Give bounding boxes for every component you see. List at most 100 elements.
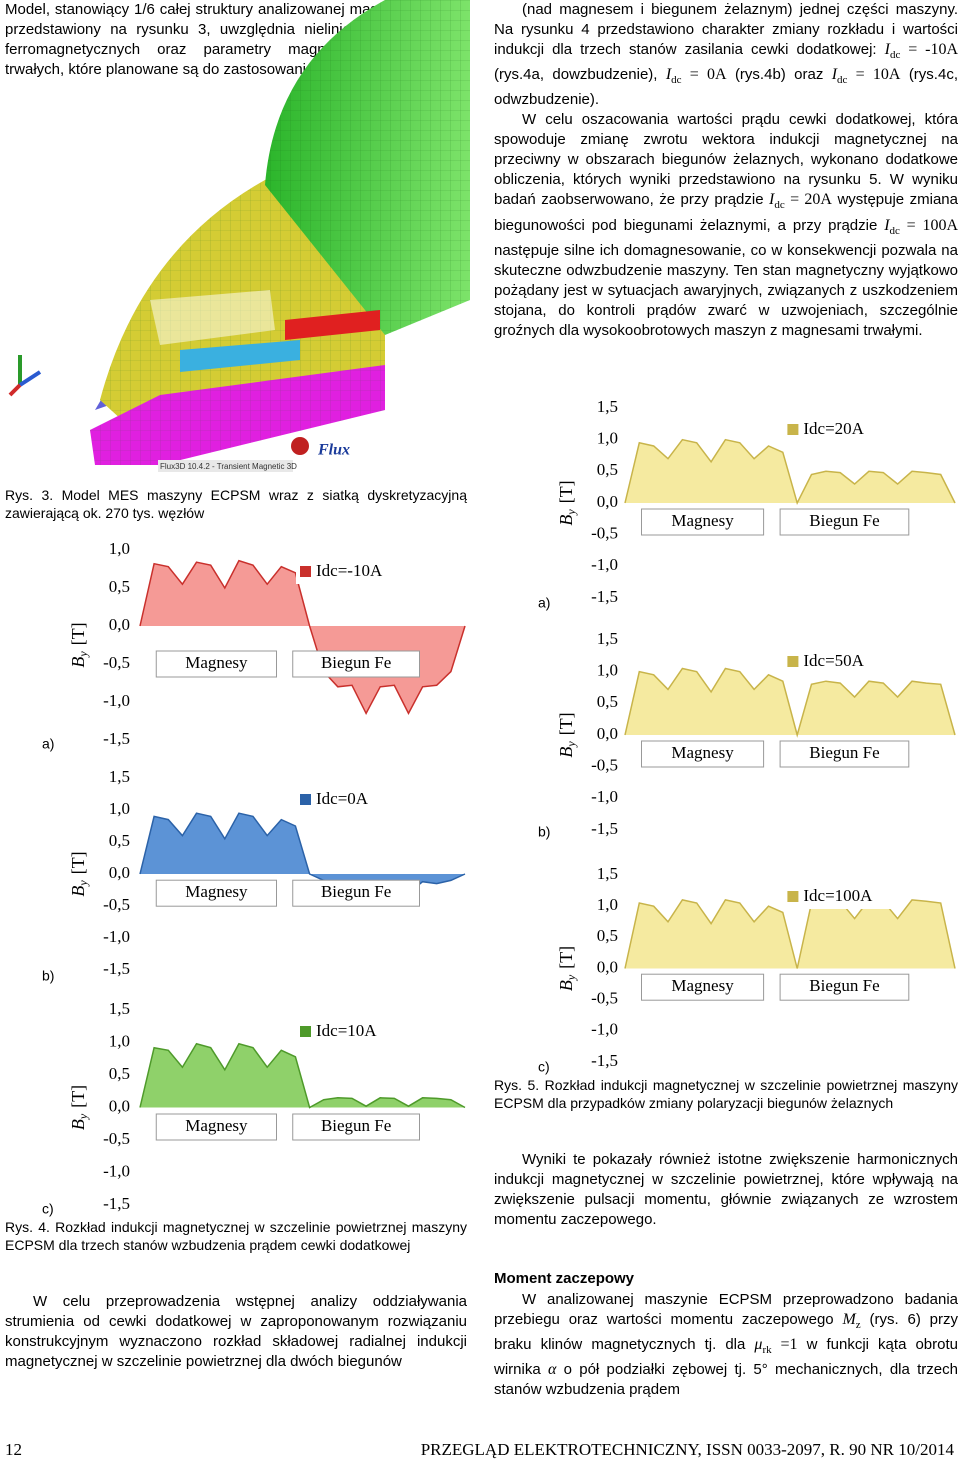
y-tick-label: 0,5 bbox=[109, 577, 130, 596]
paragraph: W celu oszacowania wartości prądu cewki … bbox=[494, 110, 958, 340]
legend-label: Idc=20A bbox=[803, 419, 864, 438]
math: Idc = 100A bbox=[884, 217, 958, 237]
y-tick-label: 1,0 bbox=[109, 539, 130, 558]
math: Idc = 10A bbox=[832, 66, 901, 87]
axis-label-subscript: y bbox=[76, 651, 90, 658]
y-tick-label: -1,0 bbox=[591, 1020, 618, 1039]
region-box bbox=[779, 973, 910, 1001]
text: (nad magnesem i biegunem żelaznym) jedne… bbox=[494, 1, 958, 58]
y-tick-label: 1,0 bbox=[109, 799, 130, 818]
section-heading: Moment zaczepowy bbox=[494, 1270, 635, 1287]
math-text: = 20A bbox=[784, 191, 832, 209]
y-tick-label: 0,0 bbox=[597, 957, 618, 976]
region-box bbox=[641, 740, 765, 768]
subfigure-label: a) bbox=[538, 595, 550, 611]
region-label: Magnesy bbox=[185, 882, 248, 901]
paragraph: W celu przeprowadzenia wstępnej analizy … bbox=[5, 1292, 467, 1372]
y-tick-label: 1,0 bbox=[597, 661, 618, 680]
y-tick-label: 0,5 bbox=[109, 1064, 130, 1083]
y-axis-label: By [T] bbox=[68, 1085, 90, 1130]
math-text: =1 bbox=[771, 1336, 798, 1354]
y-axis-label: By [T] bbox=[68, 851, 90, 896]
text: (rys. 6) przy braku klinów magnetycznych… bbox=[494, 1311, 958, 1354]
y-tick-label: -1,5 bbox=[591, 819, 618, 838]
text: (rys.4b) oraz bbox=[726, 66, 832, 84]
region-box bbox=[641, 508, 765, 536]
subfigure-label: a) bbox=[42, 736, 54, 752]
math-text: = 10A bbox=[847, 66, 901, 84]
text: W celu przeprowadzenia wstępnej analizy … bbox=[5, 1293, 467, 1370]
subfigure-label: b) bbox=[42, 968, 54, 984]
y-tick-label: -0,5 bbox=[591, 524, 618, 543]
axis-label-part: [T] bbox=[68, 622, 88, 645]
math-subscript: dc bbox=[774, 199, 785, 212]
region-box bbox=[292, 650, 420, 678]
region-box bbox=[155, 879, 277, 907]
y-axis-label: By [T] bbox=[556, 712, 578, 757]
axis-label-part: B bbox=[68, 657, 88, 668]
math-subscript: dc bbox=[889, 49, 901, 62]
subfigure-label: b) bbox=[538, 824, 550, 840]
region-box bbox=[779, 740, 910, 768]
y-tick-label: 1,0 bbox=[109, 1031, 130, 1050]
y-tick-label: -1,5 bbox=[103, 1194, 130, 1213]
axis-label-subscript: y bbox=[564, 974, 578, 981]
journal-footer: PRZEGLĄD ELEKTROTECHNICZNY, ISSN 0033-20… bbox=[420, 1440, 954, 1459]
software-label: Flux3D 10.4.2 - Transient Magnetic 3D bbox=[160, 462, 297, 471]
paragraph: (nad magnesem i biegunem żelaznym) jedne… bbox=[494, 0, 958, 110]
body-text: (nad magnesem i biegunem żelaznym) jedne… bbox=[494, 0, 958, 341]
math-symbol: M bbox=[842, 1311, 856, 1328]
region-box bbox=[155, 1113, 277, 1141]
y-tick-label: -1,5 bbox=[103, 729, 130, 748]
math-text: = -10A bbox=[900, 41, 959, 58]
axis-label-part: [T] bbox=[556, 480, 576, 503]
region-box bbox=[292, 1113, 420, 1141]
math: α bbox=[548, 1361, 556, 1378]
y-tick-label: -1,5 bbox=[103, 959, 130, 978]
legend-box bbox=[783, 885, 893, 909]
region-label: Magnesy bbox=[671, 743, 734, 762]
axis-label-subscript: y bbox=[564, 509, 578, 516]
region-box bbox=[641, 973, 765, 1001]
math-subscript: z bbox=[855, 1319, 861, 1332]
induction-area bbox=[624, 899, 956, 969]
legend-label: Idc=10A bbox=[316, 1021, 377, 1040]
text: o pół podziałki zębowej tj. 5° mechanicz… bbox=[494, 1361, 958, 1399]
legend-swatch bbox=[787, 424, 799, 435]
legend-swatch bbox=[787, 891, 799, 902]
page-number: 12 bbox=[5, 1440, 22, 1459]
y-tick-label: 0,0 bbox=[597, 492, 618, 511]
body-text: W analizowanej maszynie ECPSM przeprowad… bbox=[494, 1290, 958, 1400]
legend-swatch bbox=[787, 656, 799, 667]
y-tick-label: -0,5 bbox=[103, 895, 130, 914]
y-tick-label: 0,0 bbox=[597, 724, 618, 743]
math-subscript: dc bbox=[837, 74, 848, 87]
axis-label-part: [T] bbox=[68, 851, 88, 874]
legend-swatch bbox=[300, 1026, 311, 1037]
math-symbol: I bbox=[665, 66, 672, 84]
text: W analizowanej maszynie ECPSM przeprowad… bbox=[494, 1291, 958, 1328]
legend-box bbox=[296, 1020, 404, 1044]
axis-label-part: [T] bbox=[556, 946, 576, 969]
region-box bbox=[292, 879, 420, 907]
y-tick-label: 1,5 bbox=[597, 629, 618, 648]
text: W celu oszacowania wartości prądu cewki … bbox=[494, 111, 958, 209]
paragraph: Wyniki te pokazały również istotne zwięk… bbox=[494, 1150, 958, 1230]
region-label: Biegun Fe bbox=[321, 653, 391, 672]
legend-swatch bbox=[300, 794, 311, 805]
y-tick-label: 1,0 bbox=[597, 429, 618, 448]
text: w funkcji kąta obrotu wirnika bbox=[494, 1336, 958, 1379]
y-tick-label: -1,5 bbox=[591, 1051, 618, 1070]
y-tick-label: 1,5 bbox=[597, 397, 618, 416]
math-subscript: rk bbox=[762, 1344, 772, 1357]
math-symbol: μ bbox=[754, 1336, 763, 1354]
induction-area bbox=[624, 438, 956, 506]
text: (rys.4c, odwzbudzenie). bbox=[494, 66, 958, 109]
legend-label: Idc=100A bbox=[803, 886, 873, 905]
math-subscript: dc bbox=[671, 74, 682, 87]
y-tick-label: -0,5 bbox=[103, 1129, 130, 1148]
math: μrk =1 bbox=[754, 1336, 798, 1357]
axis-label-subscript: y bbox=[564, 741, 578, 748]
y-tick-label: 0,5 bbox=[109, 831, 130, 850]
